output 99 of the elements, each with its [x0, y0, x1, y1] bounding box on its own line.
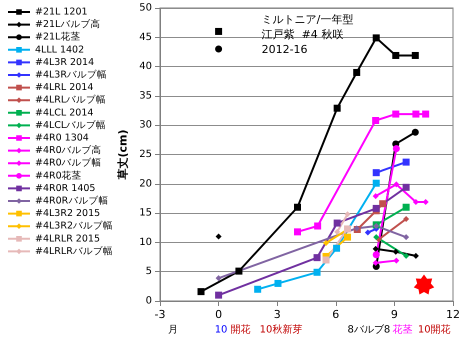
legend-label: #4LRLバルブ幅 [35, 94, 106, 106]
point [364, 229, 371, 236]
point [353, 68, 360, 76]
legend-label: #4LCL 2014 [35, 107, 94, 118]
y-tick-label: 45 [139, 32, 152, 43]
point [372, 169, 380, 176]
y-tick-label: 20 [139, 178, 152, 190]
point [294, 228, 302, 236]
point [392, 248, 399, 255]
legend-label: #4LRL 2014 [35, 82, 94, 94]
x-tick-label: 12 [446, 308, 460, 321]
point [403, 252, 410, 259]
text: ミルトニア/一年型 [262, 13, 354, 26]
text: 8バルブ8 [348, 324, 390, 336]
legend-label: #4LCLバルブ幅 [35, 118, 106, 131]
point [412, 128, 419, 136]
y-tick-label: 30 [139, 120, 152, 131]
point [372, 34, 380, 42]
x-tick-label: 9 [390, 308, 398, 321]
legend-label: #4LRLR 2015 [35, 233, 100, 244]
point [294, 204, 302, 211]
point [372, 117, 380, 124]
legend-label: 4LLL 1402 [35, 44, 84, 56]
y-tick-label: 50 [139, 2, 152, 14]
legend-label: #4L3R2 2015 [35, 208, 100, 220]
legend-label: #4LRLRバルブ幅 [35, 244, 113, 257]
legend-label: #4R0バルブ高 [35, 144, 102, 156]
point [334, 228, 340, 235]
text: 10秋新芽 [260, 324, 302, 336]
point [412, 110, 420, 118]
x-tick-label: -3 [154, 308, 166, 321]
point [215, 46, 222, 53]
point [198, 288, 205, 296]
point [402, 204, 410, 211]
point [393, 181, 400, 188]
point [422, 110, 430, 118]
point [235, 268, 242, 275]
point [334, 104, 341, 112]
y-axis-title: 草丈(cm) [116, 129, 130, 181]
text: 花茎 [392, 324, 412, 336]
legend-label: #4R0バルブ幅 [35, 156, 102, 169]
point [314, 254, 321, 262]
point [412, 52, 419, 59]
text: 10 [214, 324, 228, 336]
point [372, 251, 380, 258]
legend-label: #21L 1201 [35, 6, 88, 18]
point [379, 200, 386, 208]
y-tick-label: 15 [139, 208, 152, 219]
x-tick-label: 6 [332, 308, 340, 321]
legend-label: #4L3R2バルブ幅 [35, 220, 113, 232]
point [373, 234, 380, 240]
point [403, 234, 410, 240]
x-tick-label: 0 [215, 308, 222, 321]
y-tick-label: 10 [139, 236, 152, 248]
legend-label: #4R0Rバルブ幅 [35, 194, 108, 206]
point [402, 184, 410, 191]
point [372, 180, 380, 187]
point [323, 240, 330, 246]
point [216, 275, 222, 282]
text: 月 [168, 324, 178, 336]
point [334, 220, 341, 227]
point [274, 280, 282, 287]
point [372, 193, 379, 200]
text: 10開花 [418, 324, 451, 336]
legend-label: #4L3R 2014 [35, 56, 94, 68]
y-tick-label: 0 [146, 296, 152, 306]
legend-label: #21Lバルブ高 [35, 18, 100, 30]
point [412, 252, 419, 259]
point [392, 52, 400, 59]
legend-label: #4R0花茎 [35, 169, 82, 182]
point [333, 244, 340, 252]
point [344, 234, 352, 241]
point [372, 260, 379, 266]
point [215, 28, 222, 35]
point [314, 222, 322, 230]
point [216, 234, 222, 240]
point [372, 246, 379, 252]
text: 江戸紫 #4 秋咲 [262, 28, 344, 41]
annotation: 2012-16 [262, 43, 308, 56]
y-tick-label: 40 [139, 61, 152, 72]
point [254, 286, 262, 293]
point [344, 211, 351, 218]
point [314, 268, 321, 276]
point [402, 158, 410, 166]
point [392, 145, 400, 152]
x-tick-label: 3 [274, 308, 281, 321]
point [392, 110, 400, 118]
y-tick-label: 35 [139, 90, 152, 102]
legend-label: #4R0 1304 [35, 132, 89, 144]
legend-label: #21L花茎 [35, 30, 80, 43]
point [403, 216, 410, 222]
point [322, 256, 330, 264]
legend-label: #4L3Rバルブ幅 [35, 68, 107, 80]
y-tick-label: 5 [146, 266, 152, 278]
legend-label: #4R0R 1405 [35, 182, 96, 194]
text: 開花 [230, 324, 250, 336]
point [215, 292, 222, 299]
point [372, 204, 380, 212]
y-tick-label: 25 [139, 149, 152, 160]
